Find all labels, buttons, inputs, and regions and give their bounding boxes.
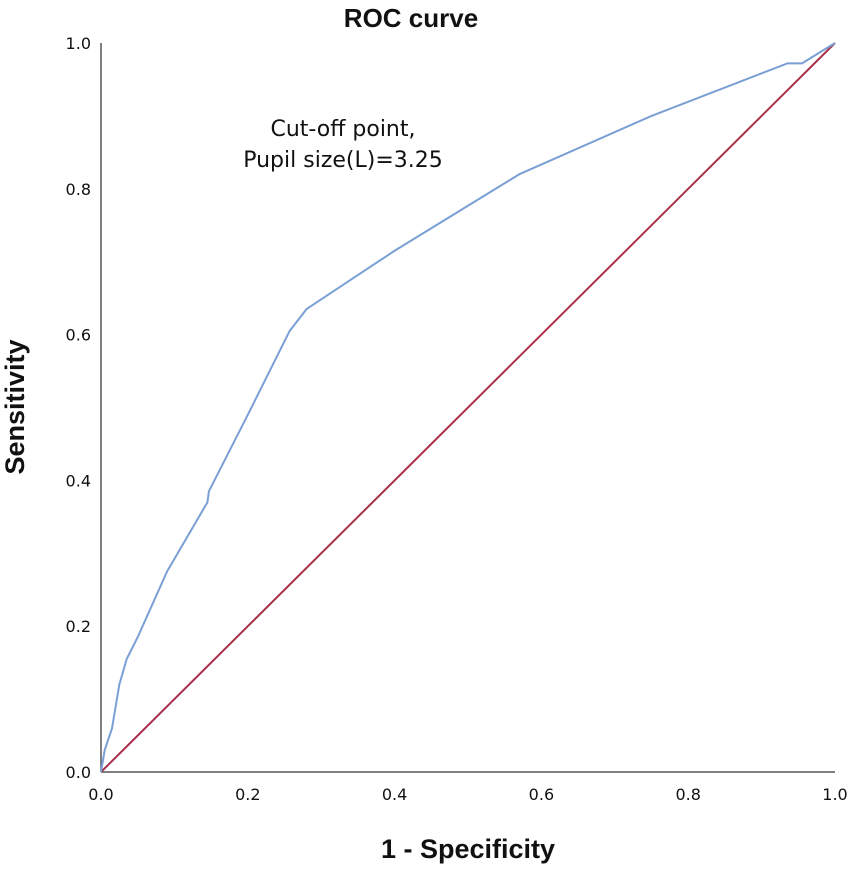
roc-curve-line <box>100 42 836 773</box>
series-group <box>100 42 836 773</box>
x-tick-label: 0.2 <box>235 785 260 804</box>
y-tick-label: 1.0 <box>66 34 91 53</box>
y-tick-label: 0.6 <box>66 326 91 345</box>
x-tick-label: 0.0 <box>88 785 113 804</box>
x-tick-label: 1.0 <box>822 785 847 804</box>
x-tick-label: 0.6 <box>529 785 554 804</box>
y-tick-label: 0.2 <box>66 617 91 636</box>
x-tick-label: 0.8 <box>675 785 700 804</box>
x-tick-label: 0.4 <box>382 785 407 804</box>
annotation-line-2: Pupil size(L)=3.25 <box>243 148 443 173</box>
x-axis-label: 1 - Specificity <box>381 834 555 864</box>
annotation-line-1: Cut-off point, <box>271 117 416 142</box>
reference-diagonal-line <box>100 42 836 773</box>
axis-ticks: 0.0 0.2 0.4 0.6 0.8 1.0 0.0 0.2 0.4 0.6 0.8 1.0 <box>66 34 848 804</box>
y-tick-label: 0.8 <box>66 180 91 199</box>
y-axis-label: Sensitivity <box>0 339 30 474</box>
y-tick-label: 0.4 <box>66 471 91 490</box>
y-tick-label: 0.0 <box>66 763 91 782</box>
chart-title: ROC curve <box>344 3 478 33</box>
